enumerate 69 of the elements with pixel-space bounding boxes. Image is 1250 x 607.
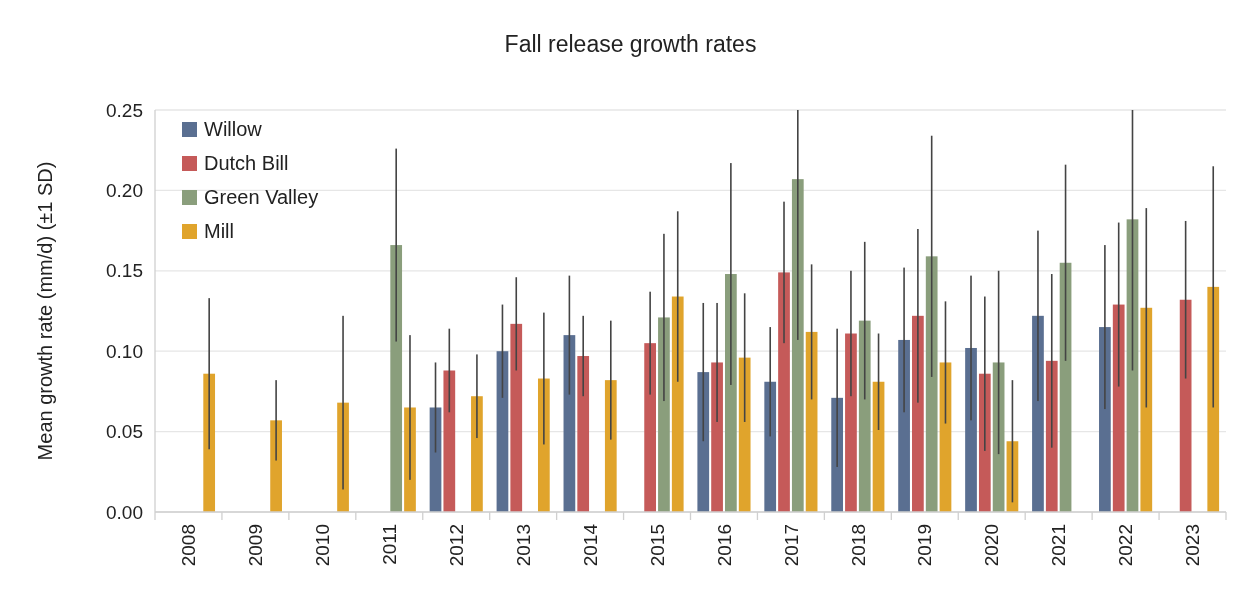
y-tick-label: 0.00: [106, 501, 143, 523]
x-tick-label: 2015: [646, 524, 668, 567]
bar: [912, 315, 924, 512]
bar: [925, 256, 938, 512]
bar: [1140, 307, 1153, 512]
x-tick-label: 2023: [1182, 524, 1204, 567]
bar: [671, 296, 684, 512]
x-tick-label: 2008: [178, 524, 200, 567]
bar: [697, 372, 710, 512]
x-tick-label: 2019: [914, 524, 936, 567]
y-tick-label: 0.20: [106, 180, 143, 202]
x-tick-label: 2009: [245, 524, 267, 567]
bar: [978, 373, 991, 512]
x-tick-label: 2021: [1048, 524, 1070, 567]
bar: [791, 179, 804, 512]
x-tick-label: 2012: [445, 524, 467, 567]
bar: [471, 396, 483, 512]
bar: [496, 351, 509, 512]
bar: [898, 339, 910, 512]
bar: [443, 370, 456, 512]
bar: [390, 245, 403, 512]
bar: [831, 397, 844, 512]
y-tick-label: 0.05: [106, 421, 143, 443]
bar: [604, 380, 617, 512]
x-tick-label: 2018: [847, 524, 869, 567]
y-tick-label: 0.10: [106, 340, 143, 362]
legend-label: Mill: [204, 220, 234, 242]
bar: [577, 356, 590, 512]
y-tick-label: 0.25: [106, 99, 143, 121]
bar: [1059, 262, 1072, 512]
bar: [1032, 315, 1044, 512]
x-tick-label: 2013: [512, 524, 534, 567]
bar: [203, 373, 216, 512]
x-tick-label: 2022: [1115, 524, 1137, 567]
y-axis-title: Mean growth rate (mm/d) (±1 SD): [34, 161, 56, 461]
x-tick-label: 2010: [311, 524, 333, 567]
bar: [1207, 286, 1220, 512]
bar: [1179, 299, 1192, 512]
bar: [939, 362, 952, 512]
bar: [965, 347, 977, 512]
bar: [510, 323, 523, 512]
bar: [1099, 327, 1111, 512]
legend-label: Green Valley: [204, 186, 319, 208]
x-tick-label: 2014: [579, 523, 601, 567]
x-tick-label: 2016: [713, 524, 735, 567]
bar: [1112, 304, 1125, 512]
bar: [858, 320, 871, 512]
bar: [725, 274, 737, 512]
bar: [563, 335, 576, 512]
legend-label: Willow: [204, 118, 263, 140]
bar: [764, 381, 777, 512]
bar: [429, 407, 442, 512]
bar: [738, 357, 751, 512]
x-tick-label: 2011: [378, 524, 400, 565]
x-tick-label: 2017: [780, 524, 802, 567]
bar: [805, 331, 818, 512]
x-tick-label: 2020: [981, 524, 1003, 567]
bar: [711, 362, 723, 512]
bar: [658, 317, 670, 512]
bar: [845, 333, 857, 512]
chart-title: Fall release growth rates: [504, 31, 757, 57]
bar: [270, 420, 282, 512]
y-tick-label: 0.15: [106, 260, 143, 282]
bar: [644, 343, 656, 512]
bar: [1045, 360, 1058, 512]
bar: [872, 381, 885, 512]
bar: [537, 378, 550, 512]
legend-label: Dutch Bill: [204, 152, 289, 174]
bar: [778, 272, 790, 512]
